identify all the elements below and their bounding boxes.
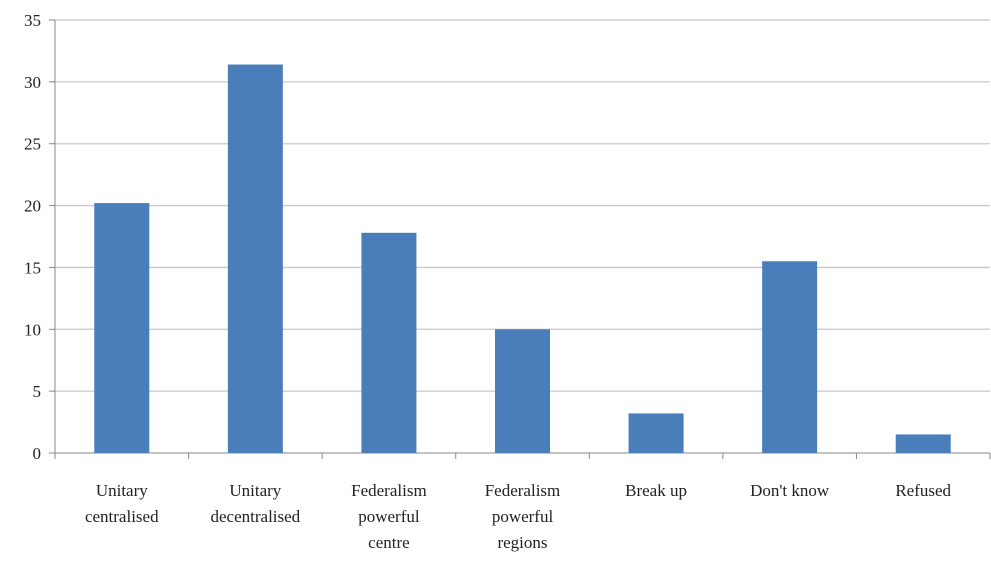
bar-3	[495, 329, 550, 453]
x-category-label: Refused	[895, 481, 951, 500]
bars	[94, 64, 951, 453]
x-category-labels: Unitary centralised Unitary decentralised Fe…	[85, 481, 952, 552]
bar-4	[628, 413, 684, 453]
y-tick-labels: 0 5 10 15 20 25 30 35	[24, 11, 41, 463]
y-tick-label: 10	[24, 320, 41, 339]
bar-0	[94, 203, 150, 453]
x-category-label: Unitary decentralised	[211, 481, 301, 526]
y-tick-label: 5	[33, 382, 42, 401]
x-category-label: Federalism powerful regions	[485, 481, 561, 552]
y-tick-label: 30	[24, 73, 41, 92]
bar-6	[895, 434, 951, 453]
bar-2	[361, 232, 417, 453]
gridlines	[55, 19, 990, 392]
y-tick-label: 35	[24, 11, 41, 30]
x-category-label: Don't know	[750, 481, 830, 500]
y-tick-label: 15	[24, 258, 41, 277]
bar-5	[762, 261, 818, 453]
x-category-label: Federalism powerful centre	[351, 481, 427, 552]
y-tick-label: 20	[24, 197, 41, 216]
bar-1	[227, 64, 283, 453]
y-tick-label: 0	[33, 444, 42, 463]
x-category-label: Unitary centralised	[85, 481, 159, 526]
y-tick-label: 25	[24, 135, 41, 154]
x-category-label: Break up	[625, 481, 687, 500]
